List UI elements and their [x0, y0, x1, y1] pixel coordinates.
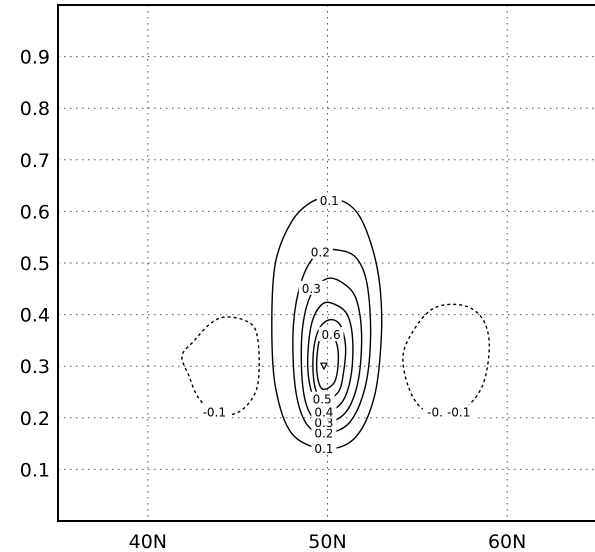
x-tick-label: 40N — [129, 531, 167, 552]
contour-line-0-6 — [315, 333, 340, 391]
contour-label-mask — [318, 327, 344, 342]
contour-label: 0.3 — [314, 416, 333, 430]
contour-label: -0.1 — [203, 406, 226, 420]
contour-label: 0.1 — [314, 442, 333, 456]
contour-label-mask — [442, 404, 475, 419]
y-tick-label: 0.5 — [20, 253, 50, 275]
contour-layer — [181, 196, 491, 450]
contour-label: 0.2 — [311, 246, 330, 260]
y-tick-label: 0.9 — [20, 47, 50, 69]
contour-label-mask — [311, 440, 337, 455]
contour-label-mask — [298, 280, 324, 295]
grid-layer — [58, 5, 595, 521]
y-tick-label: 0.3 — [20, 356, 50, 378]
y-tick-label: 0.7 — [20, 150, 50, 172]
contour-line-0-3 — [300, 277, 363, 424]
y-tick-label: 0.4 — [20, 305, 50, 327]
contour-line--0-1 — [181, 316, 260, 416]
x-tick-label: 50N — [308, 531, 346, 552]
x-tick-label: 60N — [488, 531, 526, 552]
plot-frame — [57, 4, 595, 522]
contour-label: 0.6 — [322, 328, 341, 342]
contour-line-0-5 — [312, 318, 347, 401]
contour-label: 0.3 — [302, 282, 321, 296]
contour-label-mask — [198, 404, 231, 419]
contour-label: 0.4 — [314, 406, 333, 420]
contour-label-mask — [309, 391, 335, 406]
contour-label: -0.1 — [447, 406, 470, 420]
contour-label: 0.5 — [313, 393, 332, 407]
y-tick-label: 0.1 — [20, 459, 50, 481]
contour-line--0-1 — [402, 303, 491, 414]
contour-line-0-2 — [292, 248, 372, 435]
contour-label: 0.2 — [314, 426, 333, 440]
contour-label-mask — [311, 404, 337, 419]
contour-label-mask — [307, 244, 333, 259]
contour-label: 0.1 — [320, 194, 339, 208]
y-tick-label: 0.8 — [20, 98, 50, 120]
max-marker — [319, 362, 328, 371]
y-tick-label: 0.6 — [20, 201, 50, 223]
contour-label-mask — [316, 193, 342, 208]
contour-label-layer: 0.10.10.20.20.30.30.40.50.6-0.1 -0.1-0.1 — [198, 193, 475, 456]
contour-line-0-4 — [306, 301, 354, 414]
y-tick-label: 0.2 — [20, 408, 50, 430]
